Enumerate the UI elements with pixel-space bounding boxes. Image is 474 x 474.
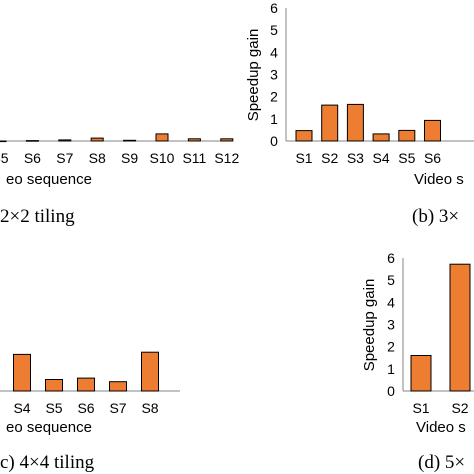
panel-d-bar-S1	[410, 355, 432, 392]
panel-a-caption-text: 2×2 tiling	[0, 206, 75, 227]
panel-a-tick-label: S7	[56, 150, 73, 166]
panel-c-tick-label: S5	[45, 400, 62, 416]
panel-d-y-tick-label: 3	[387, 317, 395, 333]
panel-b-y-tick-label: 6	[270, 0, 278, 16]
panel-d-xlabel: Video s	[416, 419, 466, 436]
panel-b-tick-label: S3	[347, 150, 364, 166]
panel-a-caption: 2×2 tiling	[0, 206, 75, 227]
panel-b-bar-S2	[321, 104, 339, 142]
panel-c-bar-S8	[141, 351, 159, 392]
panel-b-bar-S1	[295, 130, 313, 142]
panel-b-tick-label: S6	[424, 150, 441, 166]
panel-d-caption-label: (d)	[418, 452, 440, 473]
panel-a-tick-label: S12	[214, 150, 239, 166]
panel-b-tick-label: S1	[295, 150, 312, 166]
panel-a-bar-S10	[155, 133, 169, 142]
panel-a-tick-label: S5	[0, 150, 9, 166]
panel-d-y-tick-label: 1	[387, 361, 395, 377]
panel-b-y-tick-label: 1	[270, 111, 278, 127]
panel-a-bar-S6	[25, 140, 39, 142]
panel-b-bar-S6	[424, 119, 441, 142]
panel-c: S4 S5 S6 S7 S8 eo sequence c) 4×4 tiling	[0, 351, 180, 473]
panel-b-y-tick-label: 2	[270, 89, 278, 105]
panel-a-tick-label: S8	[89, 150, 106, 166]
panel-d-ylabel: Speedup gain	[361, 279, 378, 372]
panel-b-tick-label: S2	[321, 150, 338, 166]
panel-b-xlabel: Video s	[414, 171, 464, 188]
panel-b-y-tick-label: 5	[270, 22, 278, 38]
panel-d-tick-label: S1	[412, 400, 429, 416]
panel-a-bar-S11	[187, 138, 201, 142]
panel-a-xlabel: eo sequence	[6, 171, 92, 188]
panel-c-tick-label: S4	[13, 400, 30, 416]
panel-b: 0 1 2 3 4 5 6 Speedup gain S1 S2 S3 S4 S5 S6 Video …	[245, 0, 474, 227]
panel-c-tick-label: S6	[77, 400, 94, 416]
panel-c-bar-S6	[77, 377, 95, 392]
panel-a-bar-S7	[58, 139, 72, 142]
panel-c-bars	[13, 351, 159, 392]
panel-b-tick-label: S4	[373, 150, 390, 166]
panel-b-y-tick-label: 4	[270, 44, 278, 60]
panel-c-bar-S4	[13, 353, 31, 392]
panel-d-caption: (d) 5×	[418, 452, 465, 473]
panel-d-caption-text: 5×	[445, 452, 465, 473]
panel-c-caption-text: 4×4 tiling	[20, 452, 95, 473]
panel-a-tick-label: S10	[150, 150, 175, 166]
panel-c-tick-label: S8	[141, 400, 158, 416]
panel-b-bar-S5	[398, 129, 416, 142]
panel-b-bar-S4	[372, 133, 390, 142]
panel-a: S5 S6 S7 S8 S9 S10 S11 S12 eo sequence 2×2 tili…	[0, 133, 239, 227]
panel-d-tick-labels: S1 S2	[412, 400, 468, 416]
panel-a-bar-S12	[220, 138, 234, 142]
panel-b-caption-label: (b)	[412, 206, 434, 227]
panel-a-bars	[0, 133, 234, 143]
panel-b-ylabel: Speedup gain	[245, 29, 262, 122]
panel-d-bars	[410, 263, 471, 392]
panel-b-caption-text: 3×	[439, 206, 459, 227]
panel-d-y-tick-labels: 0 1 2 3 4 5 6	[387, 250, 395, 399]
panel-d-y-tick-label: 0	[387, 383, 395, 399]
panel-c-tick-label: S7	[109, 400, 126, 416]
panel-c-bar-S7	[109, 381, 127, 392]
panel-d-tick-label: S2	[451, 400, 468, 416]
panel-b-tick-labels: S1 S2 S3 S4 S5 S6	[295, 150, 441, 166]
panel-d-y-tick-label: 4	[387, 294, 395, 310]
panel-c-caption: c) 4×4 tiling	[0, 452, 95, 473]
panel-c-xlabel: eo sequence	[6, 419, 92, 436]
panel-d-y-tick-label: 6	[387, 250, 395, 266]
panel-a-tick-label: S11	[182, 150, 206, 166]
panel-c-caption-label: c)	[0, 452, 15, 473]
panel-d-bar-S2	[449, 263, 471, 392]
panel-a-bar-S9	[123, 139, 137, 142]
panel-d: 0 1 2 3 4 5 6 Speedup gain S1 S2 Video s (d) 5×	[361, 250, 474, 473]
panel-c-tick-labels: S4 S5 S6 S7 S8	[13, 400, 158, 416]
panel-b-y-tick-label: 0	[270, 133, 278, 149]
panel-c-bar-S5	[45, 379, 63, 392]
panel-a-tick-label: S9	[121, 150, 138, 166]
panel-b-tick-label: S5	[398, 150, 415, 166]
panel-d-y-tick-label: 2	[387, 339, 395, 355]
panel-d-y-tick-label: 5	[387, 272, 395, 288]
panel-a-tick-label: S6	[24, 150, 41, 166]
panel-b-caption: (b) 3×	[412, 206, 459, 227]
panel-a-bar-S5	[0, 140, 7, 143]
panel-a-bar-S8	[90, 137, 104, 142]
panel-a-tick-labels: S5 S6 S7 S8 S9 S10 S11 S12	[0, 150, 239, 166]
panel-b-y-tick-labels: 0 1 2 3 4 5 6	[270, 0, 278, 149]
panel-b-y-tick-label: 3	[270, 67, 278, 83]
panel-b-bars	[295, 103, 441, 142]
panel-b-bar-S3	[346, 103, 364, 142]
